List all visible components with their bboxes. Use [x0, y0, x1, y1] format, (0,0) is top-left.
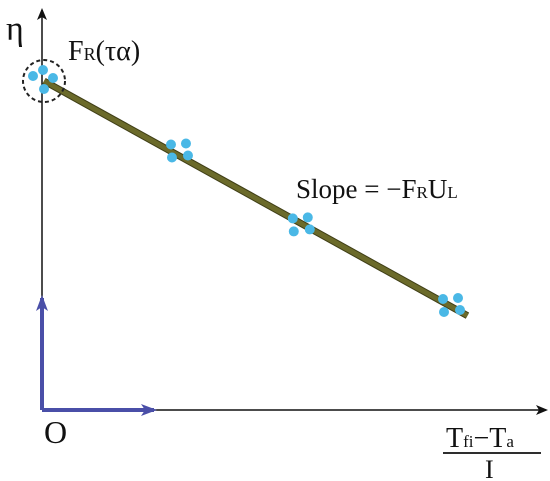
- data-point: [287, 213, 298, 224]
- intercept-label-main: F: [68, 36, 84, 67]
- data-point: [165, 139, 176, 150]
- data-point: [38, 65, 48, 75]
- intercept-label: FR(τα): [68, 36, 140, 67]
- data-point: [288, 226, 299, 237]
- point-cluster-1: [28, 65, 58, 94]
- slope-label-sub1: R: [416, 183, 428, 202]
- data-point: [439, 307, 449, 317]
- point-cluster-4: [438, 293, 465, 317]
- fit-line: [42, 77, 470, 319]
- slope-label-sub2: L: [447, 183, 457, 202]
- data-point: [455, 305, 465, 315]
- slope-label-mid: U: [428, 174, 448, 204]
- x-axis-label-denominator: I: [485, 455, 494, 481]
- data-point: [438, 294, 448, 304]
- intercept-circle: [22, 59, 66, 103]
- y-axis-label: η: [6, 11, 24, 48]
- intercept-label-sub: R: [84, 44, 96, 64]
- data-point: [453, 293, 463, 303]
- data-point: [304, 224, 315, 235]
- data-point: [302, 212, 313, 223]
- data-point: [180, 138, 191, 149]
- slope-label: Slope = −FRUL: [296, 174, 458, 204]
- fit-line-stroke: [42, 78, 469, 318]
- x-label-sub-a: a: [506, 432, 514, 451]
- data-point: [48, 73, 58, 83]
- intercept-label-rest: (τα): [96, 36, 141, 67]
- point-cluster-3: [287, 212, 315, 237]
- x-label-sub-fi: fi: [463, 432, 474, 451]
- data-point: [28, 71, 38, 81]
- x-label-minus-T: −T: [474, 423, 507, 454]
- x-axis-label-numerator: Tfi−Ta: [446, 423, 514, 454]
- point-cluster-2: [165, 138, 193, 163]
- origin-label: O: [44, 414, 67, 450]
- data-point: [39, 84, 49, 94]
- x-label-T1: T: [446, 423, 463, 454]
- data-point: [182, 150, 193, 161]
- data-point: [166, 152, 177, 163]
- slope-label-prefix: Slope = −F: [296, 174, 416, 204]
- data-points: [28, 65, 465, 317]
